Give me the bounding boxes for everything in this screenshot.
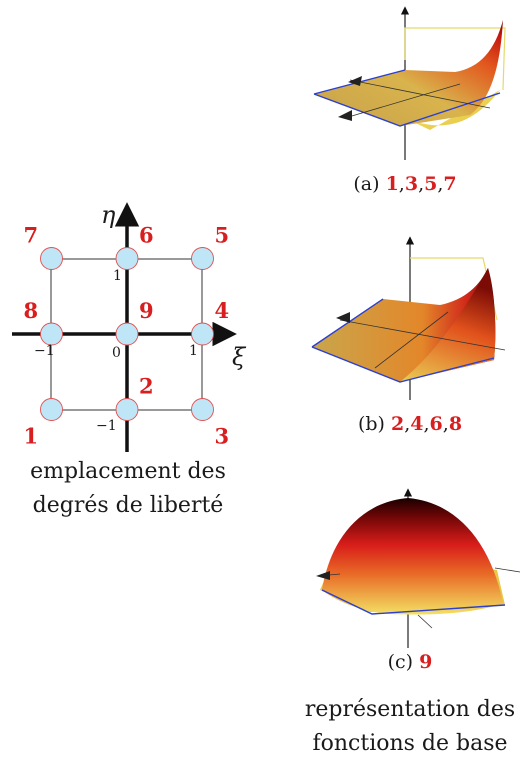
- caption-separator: ,: [399, 173, 405, 195]
- basis-plot-a: (a) 1,3,5,7: [313, 6, 506, 195]
- tick-y-plus: 1: [113, 268, 122, 284]
- caption-b: (b) 2,4,6,8: [358, 413, 462, 435]
- caption-separator: ,: [443, 413, 449, 435]
- node-6-label: 6: [139, 223, 154, 248]
- caption-node-1: 1: [386, 173, 399, 195]
- plot-c-tick-front: [417, 614, 433, 629]
- basis-plot-b: (b) 2,4,6,8: [311, 236, 506, 435]
- node-9-marker: [115, 322, 139, 346]
- plot-b-element-edge: [311, 298, 495, 383]
- caption-node-7: 7: [443, 173, 456, 195]
- node-3-marker: [191, 398, 214, 421]
- plot-c-element-edge: [321, 589, 506, 615]
- plot-a-underside: [405, 90, 500, 130]
- plot-b-arrow-left: [336, 312, 350, 323]
- caption-a: (a) 1,3,5,7: [353, 173, 456, 195]
- node-7-label: 7: [24, 223, 39, 248]
- caption-separator: ,: [423, 413, 429, 435]
- node-4-label: 4: [215, 298, 230, 323]
- plot-b-ridge: [400, 268, 496, 382]
- plot-a-arrow-left-bottom: [338, 110, 352, 121]
- tick-x-zero: 0: [112, 345, 121, 361]
- eta-axis-label: η: [101, 201, 116, 229]
- node-1-label: 1: [24, 424, 39, 449]
- plot-b-y-axis: [374, 311, 449, 369]
- caption-c: (c) 9: [388, 651, 433, 673]
- caption-node-6: 6: [430, 413, 443, 435]
- plot-c-x-axis-right: [494, 567, 521, 573]
- caption-separator: ,: [437, 173, 443, 195]
- tick-x-minus: −1: [34, 343, 55, 359]
- plot-a-arrow-left-top: [348, 76, 362, 86]
- node-2-marker: [115, 398, 139, 421]
- node-5-marker: [191, 247, 214, 270]
- node-1-marker: [40, 398, 63, 421]
- left-caption-line2: degrés de liberté: [33, 493, 224, 518]
- plot-a-y-axis: [344, 83, 461, 119]
- node-7-marker: [40, 247, 63, 270]
- right-caption-line2: fonctions de base: [312, 731, 507, 756]
- plot-b-x-axis: [339, 319, 506, 351]
- left-caption-line1: emplacement des: [30, 459, 226, 484]
- reference-element-diagram: 1 2 3 4 5 6 7 8 9 −1 0 1 1 −1 ξ η emplacement de…: [12, 201, 247, 518]
- tick-x-plus: 1: [189, 343, 198, 359]
- caption-node-9: 9: [419, 651, 432, 673]
- plot-a-surface: [314, 20, 503, 126]
- caption-node-4: 4: [410, 413, 423, 435]
- plot-a-x-axis: [349, 79, 491, 109]
- plot-a-bounding-box: [404, 27, 506, 91]
- node-4-marker: [191, 322, 214, 346]
- caption-tag: (c): [388, 651, 420, 673]
- caption-node-3: 3: [405, 173, 418, 195]
- plot-c-surface: [322, 498, 503, 615]
- caption-tag: (b): [358, 413, 391, 435]
- caption-tag: (a): [353, 173, 385, 195]
- node-8-marker: [40, 322, 63, 346]
- node-5-label: 5: [215, 223, 230, 248]
- caption-node-5: 5: [424, 173, 437, 195]
- right-caption-line1: représentation des: [305, 697, 515, 722]
- caption-separator: ,: [418, 173, 424, 195]
- caption-node-2: 2: [391, 413, 404, 435]
- xi-axis-label: ξ: [232, 343, 247, 371]
- node-6-marker: [115, 247, 139, 270]
- node-2-label: 2: [139, 374, 154, 399]
- node-8-label: 8: [24, 298, 39, 323]
- plot-c-arrow-left: [316, 571, 330, 580]
- node-9-label: 9: [139, 298, 154, 323]
- tick-y-minus: −1: [96, 418, 117, 434]
- caption-separator: ,: [404, 413, 410, 435]
- node-3-label: 3: [215, 424, 230, 449]
- caption-node-8: 8: [449, 413, 462, 435]
- basis-plot-c: (c) 9: [316, 488, 521, 673]
